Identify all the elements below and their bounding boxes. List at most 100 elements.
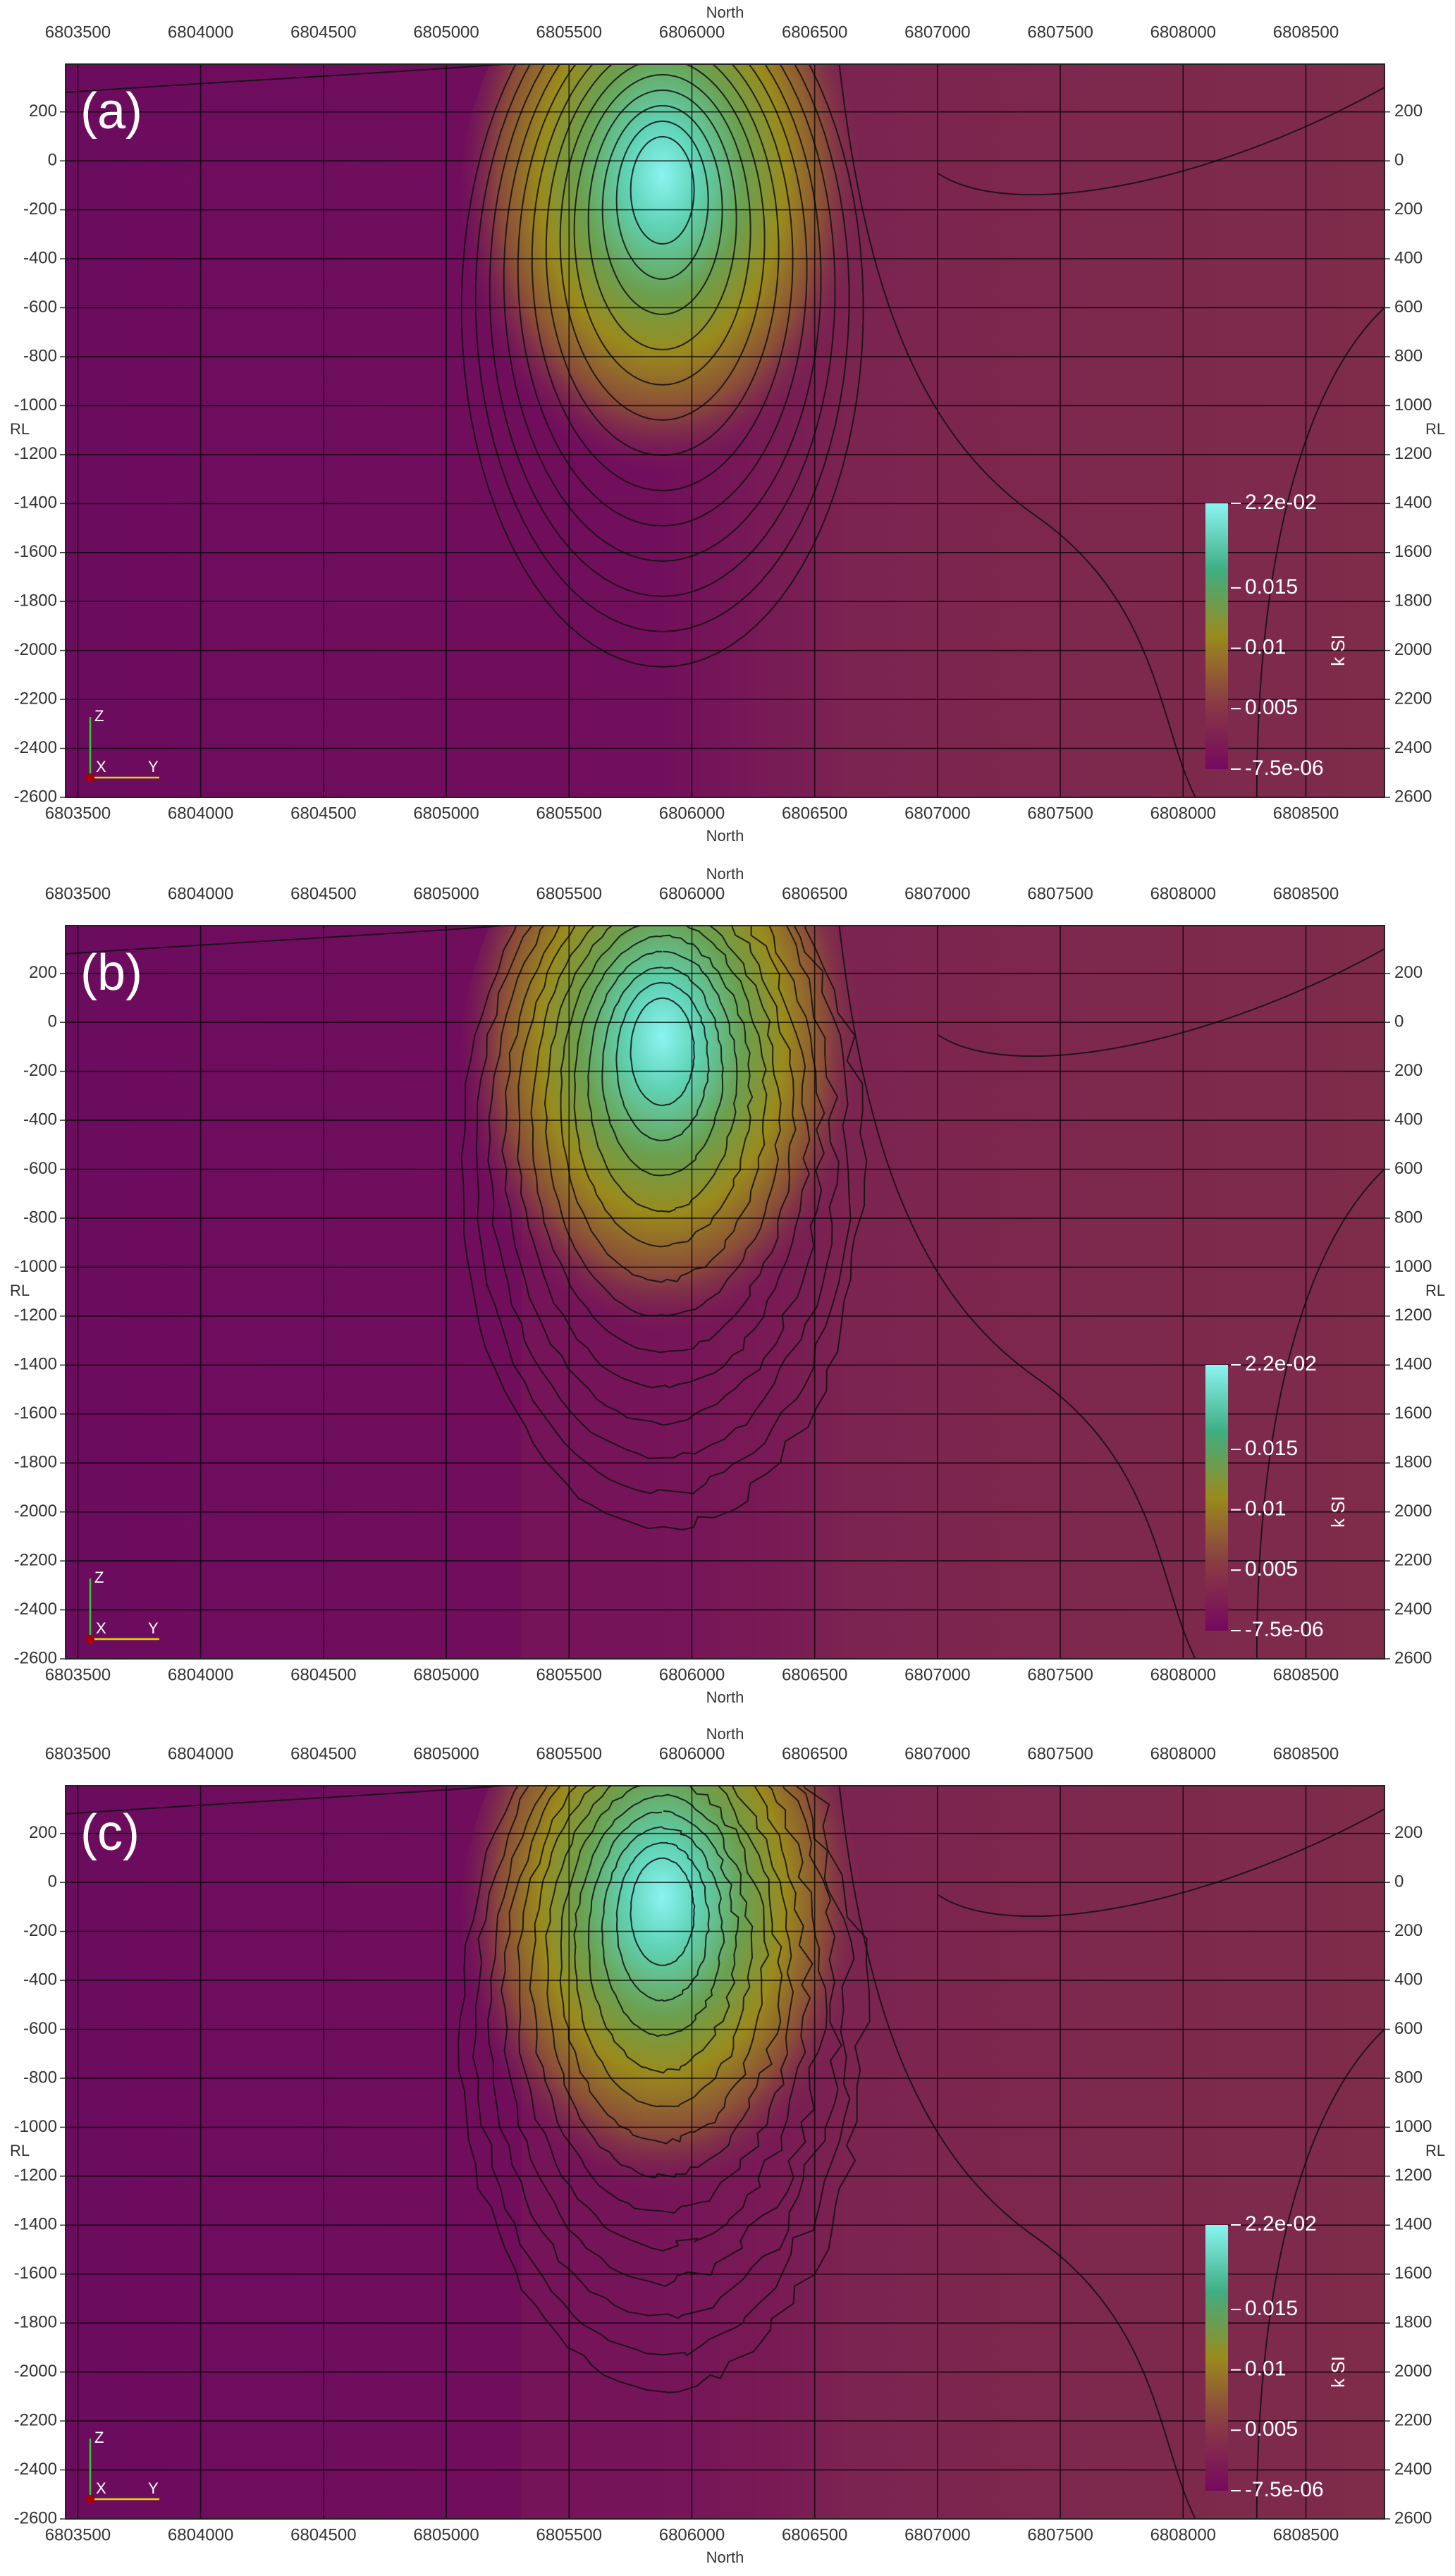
x-tick-label: 6803500 (45, 804, 111, 823)
triad-label: X (96, 758, 106, 775)
y2-tick-label: 2000 (1394, 2362, 1432, 2381)
x-tick-label: 6805500 (536, 2525, 602, 2544)
x-axis-title: North (706, 865, 744, 883)
colorbar-tick-label: 0.01 (1245, 635, 1286, 658)
x-axis-title: North (706, 827, 744, 845)
y2-tick-label: 1600 (1394, 542, 1432, 561)
x-axis-title: North (706, 4, 744, 21)
y-tick-label: 0 (48, 1872, 57, 1891)
y-tick-label: -600 (23, 298, 57, 317)
x-tick-label: 6808000 (1150, 2525, 1216, 2544)
x-tick-label: 6808500 (1273, 884, 1339, 903)
panel: 6803500 6803500 6804000 6804000 6804500 68045… (10, 865, 1445, 1706)
y2-tick-label: 1600 (1394, 1404, 1432, 1423)
contour (560, 926, 768, 1283)
x-tick-label: 6804000 (168, 1665, 233, 1684)
y-tick-label: -1400 (14, 493, 57, 513)
y2-tick-label: 600 (1394, 2019, 1423, 2038)
x-tick-label: 6807500 (1027, 1665, 1093, 1684)
colorbar-tick-label: -7.5e-06 (1245, 2478, 1324, 2501)
contour (630, 1857, 696, 1966)
y-tick-label: 200 (29, 1823, 57, 1842)
colorbar-tick-label: 0.01 (1245, 1497, 1286, 1520)
y2-tick-label: 200 (1394, 102, 1423, 121)
triad-label: Y (148, 2479, 159, 2497)
x-tick-label: 6808500 (1273, 2525, 1339, 2544)
y-tick-label: -1600 (14, 1404, 57, 1423)
x-tick-label: 6808500 (1273, 804, 1339, 823)
panel-label: (a) (80, 83, 142, 140)
x-tick-label: 6805500 (536, 23, 602, 42)
y-tick-label: -400 (23, 1970, 57, 1989)
contour (573, 1793, 754, 2108)
x-tick-label: 6808000 (1150, 23, 1216, 42)
triad-x (86, 2495, 94, 2503)
contour (937, 1808, 1385, 1918)
x-tick-label: 6803500 (45, 1744, 111, 1763)
y-tick-label: -1400 (14, 1355, 57, 1374)
y-tick-label: 0 (48, 1012, 57, 1031)
frame (65, 1785, 1385, 2520)
x-tick-label: 6803500 (45, 2525, 111, 2544)
y-axis-title: RL (1425, 420, 1445, 438)
x-tick-label: 6806000 (659, 23, 725, 42)
y2-tick-label: 1800 (1394, 591, 1432, 611)
x-tick-label: 6806500 (782, 23, 847, 42)
x-tick-label: 6805500 (536, 1665, 602, 1684)
y-tick-label: -200 (23, 200, 57, 219)
x-tick-label: 6807500 (1027, 884, 1093, 903)
x-tick-label: 6807000 (904, 884, 970, 903)
y2-tick-label: 2000 (1394, 1502, 1432, 1521)
x-tick-label: 6807000 (904, 1665, 970, 1684)
y2-tick-label: 1800 (1394, 1453, 1432, 1472)
x-tick-label: 6803500 (45, 23, 111, 42)
contour (489, 64, 836, 597)
y-tick-label: -2000 (14, 2362, 57, 2381)
colorbar-tick-label: 0.015 (1245, 1437, 1298, 1460)
y-tick-label: 200 (29, 963, 57, 982)
y-tick-label: -1000 (14, 1257, 57, 1276)
contour (587, 1810, 739, 2074)
panel-label: (b) (80, 945, 142, 1001)
colorbar-title: k SI (1327, 634, 1349, 666)
y2-tick-label: 1400 (1394, 2215, 1432, 2234)
contour (559, 1786, 770, 2145)
colorbar-tick-label: -7.5e-06 (1245, 1618, 1324, 1641)
contour (66, 926, 503, 955)
triad-x (86, 773, 94, 782)
x-tick-label: 6806500 (782, 1744, 847, 1763)
x-tick-label: 6806000 (659, 884, 725, 903)
colorbar-tick-label: 0.01 (1245, 2357, 1286, 2380)
colorbar-tick-label: 2.2e-02 (1245, 2212, 1317, 2235)
y2-tick-label: 1200 (1394, 1306, 1432, 1325)
x-tick-label: 6804500 (290, 1744, 356, 1763)
y2-tick-label: 2600 (1394, 2508, 1432, 2527)
y-tick-label: -800 (23, 2068, 57, 2087)
x-tick-label: 6808500 (1273, 1744, 1339, 1763)
y2-tick-label: 1200 (1394, 444, 1432, 463)
frame (65, 925, 1385, 1660)
triad-label: Y (148, 758, 159, 775)
y2-tick-label: 0 (1394, 151, 1404, 170)
x-tick-label: 6806000 (659, 2525, 725, 2544)
frame (65, 63, 1385, 798)
x-tick-label: 6804000 (168, 2525, 233, 2544)
y2-tick-label: 200 (1394, 963, 1423, 982)
triad-label: Z (94, 1569, 104, 1586)
x-tick-label: 6804500 (290, 1665, 356, 1684)
y-axis-title: RL (10, 420, 30, 438)
y2-tick-label: 800 (1394, 1208, 1423, 1227)
triad-label: X (96, 1619, 106, 1637)
colorbar-tick-label: 2.2e-02 (1245, 1352, 1317, 1375)
x-tick-label: 6805000 (413, 23, 479, 42)
y-tick-label: -1600 (14, 2264, 57, 2283)
y-tick-label: -1400 (14, 2215, 57, 2234)
x-tick-label: 6808000 (1150, 1665, 1216, 1684)
contour (1256, 1168, 1385, 1659)
contour (601, 104, 723, 315)
y2-tick-label: 2000 (1394, 640, 1432, 659)
y2-tick-label: 200 (1394, 1061, 1423, 1080)
x-tick-label: 6807000 (904, 1744, 970, 1763)
y-tick-label: -2200 (14, 689, 57, 708)
